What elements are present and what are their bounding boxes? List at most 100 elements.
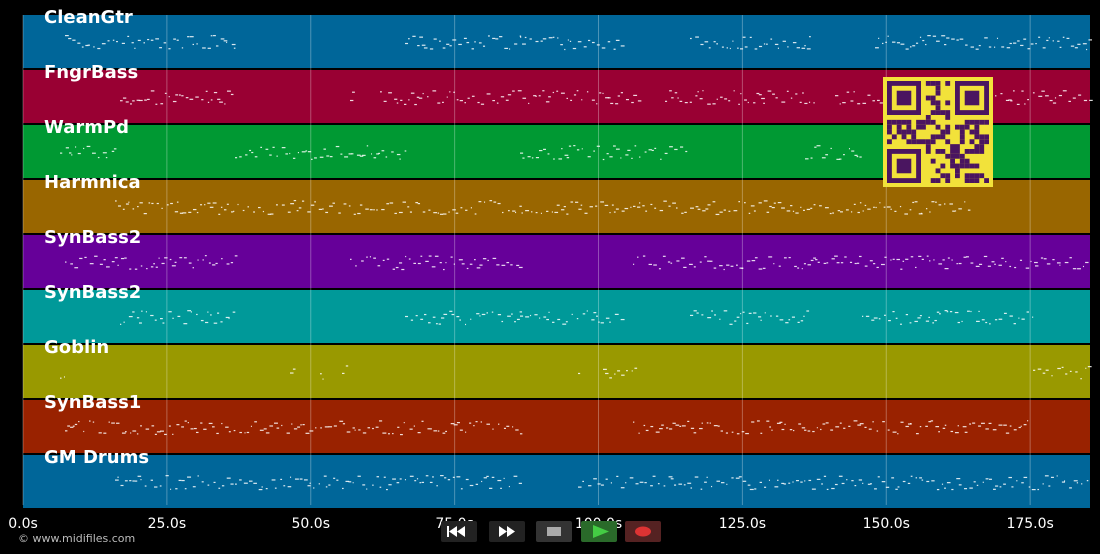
note — [695, 95, 698, 97]
note — [965, 44, 968, 46]
note — [758, 45, 763, 48]
qr-module — [925, 81, 931, 86]
note — [681, 425, 686, 427]
note — [491, 476, 495, 478]
note — [604, 204, 609, 207]
rewind-button[interactable] — [441, 521, 477, 542]
note — [247, 206, 249, 208]
note — [587, 39, 591, 42]
note — [850, 100, 854, 102]
note — [598, 321, 600, 323]
note — [674, 148, 678, 151]
note — [897, 486, 900, 488]
note — [803, 315, 805, 317]
note — [566, 213, 569, 215]
note — [323, 148, 326, 150]
note — [778, 265, 781, 267]
fast-forward-button[interactable] — [489, 521, 525, 542]
note — [464, 323, 467, 326]
note — [581, 148, 583, 150]
note — [1016, 103, 1020, 105]
stop-button[interactable] — [536, 521, 572, 542]
note — [867, 208, 871, 210]
note — [1018, 426, 1021, 429]
note — [625, 482, 627, 484]
note — [1048, 485, 1051, 487]
qr-module — [969, 129, 975, 135]
note — [474, 213, 477, 215]
note — [309, 430, 314, 432]
qr-module — [959, 124, 965, 130]
qr-module — [887, 119, 892, 125]
note — [449, 45, 452, 47]
note — [127, 35, 130, 38]
note — [428, 209, 431, 211]
note — [884, 314, 886, 316]
note — [744, 46, 748, 48]
note — [910, 423, 912, 425]
note — [773, 263, 775, 265]
note — [925, 425, 928, 427]
note — [877, 476, 880, 478]
note — [292, 368, 296, 370]
note — [511, 313, 513, 315]
note — [280, 478, 283, 481]
note — [513, 475, 518, 477]
note — [491, 311, 494, 313]
note — [561, 148, 563, 150]
note — [307, 151, 312, 153]
note — [223, 209, 227, 211]
note — [976, 320, 980, 322]
note — [634, 367, 638, 369]
note — [423, 313, 427, 316]
note — [587, 156, 591, 158]
note — [1001, 257, 1004, 259]
note — [518, 266, 523, 269]
note — [873, 263, 876, 265]
note — [1026, 311, 1029, 313]
note — [445, 262, 447, 264]
note — [265, 432, 270, 434]
note — [726, 483, 728, 485]
note — [65, 261, 67, 263]
note — [447, 479, 451, 481]
note — [287, 211, 291, 213]
record-button[interactable] — [625, 521, 661, 542]
note — [522, 157, 525, 159]
note — [596, 145, 600, 147]
note — [459, 100, 463, 102]
note — [195, 96, 199, 98]
note — [120, 257, 125, 260]
note — [702, 90, 704, 92]
note — [809, 36, 811, 38]
note — [112, 39, 115, 41]
note — [134, 47, 136, 49]
qr-module — [925, 115, 931, 120]
note — [815, 259, 818, 261]
note — [892, 431, 897, 433]
note — [428, 255, 432, 257]
play-button[interactable] — [581, 521, 617, 542]
note — [723, 268, 725, 271]
note — [453, 91, 455, 93]
qr-module — [935, 134, 941, 140]
note — [1018, 317, 1020, 319]
note — [367, 427, 371, 429]
note — [829, 212, 832, 215]
note — [213, 35, 216, 37]
track-lane — [23, 455, 1090, 508]
note — [249, 149, 252, 152]
note — [681, 257, 685, 259]
note — [665, 100, 668, 102]
note — [719, 211, 723, 213]
note — [675, 424, 680, 426]
note — [639, 156, 641, 158]
note — [220, 321, 223, 323]
note — [487, 259, 489, 262]
note — [925, 320, 930, 322]
note — [150, 39, 154, 41]
note — [239, 156, 242, 158]
note — [123, 321, 125, 323]
